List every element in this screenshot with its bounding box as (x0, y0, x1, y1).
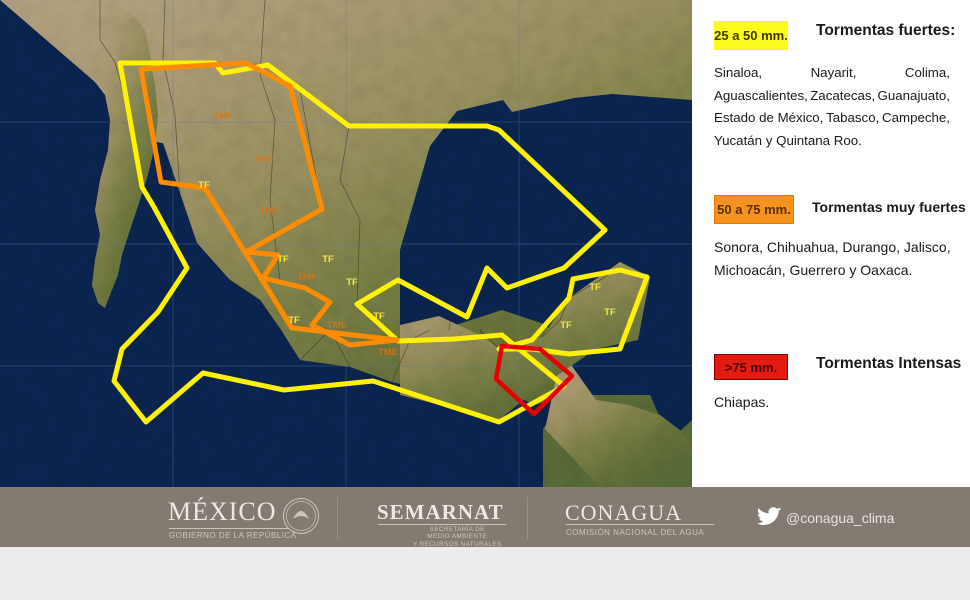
svg-text:TF: TF (277, 254, 289, 265)
svg-text:TF: TF (373, 311, 385, 322)
svg-text:TF: TF (346, 277, 358, 288)
svg-text:TMF: TMF (213, 111, 233, 122)
svg-text:TF: TF (322, 254, 334, 265)
svg-text:TF: TF (604, 307, 616, 318)
svg-text:TME: TME (327, 320, 347, 331)
svg-text:TMF: TMF (297, 272, 317, 283)
svg-text:TMF: TMF (259, 206, 279, 217)
svg-text:TF: TF (560, 320, 572, 331)
svg-text:TF: TF (589, 282, 601, 293)
svg-text:TME: TME (378, 347, 398, 358)
svg-text:TF: TF (198, 180, 210, 191)
svg-text:TMF: TMF (254, 154, 274, 165)
svg-text:TF: TF (288, 315, 300, 326)
